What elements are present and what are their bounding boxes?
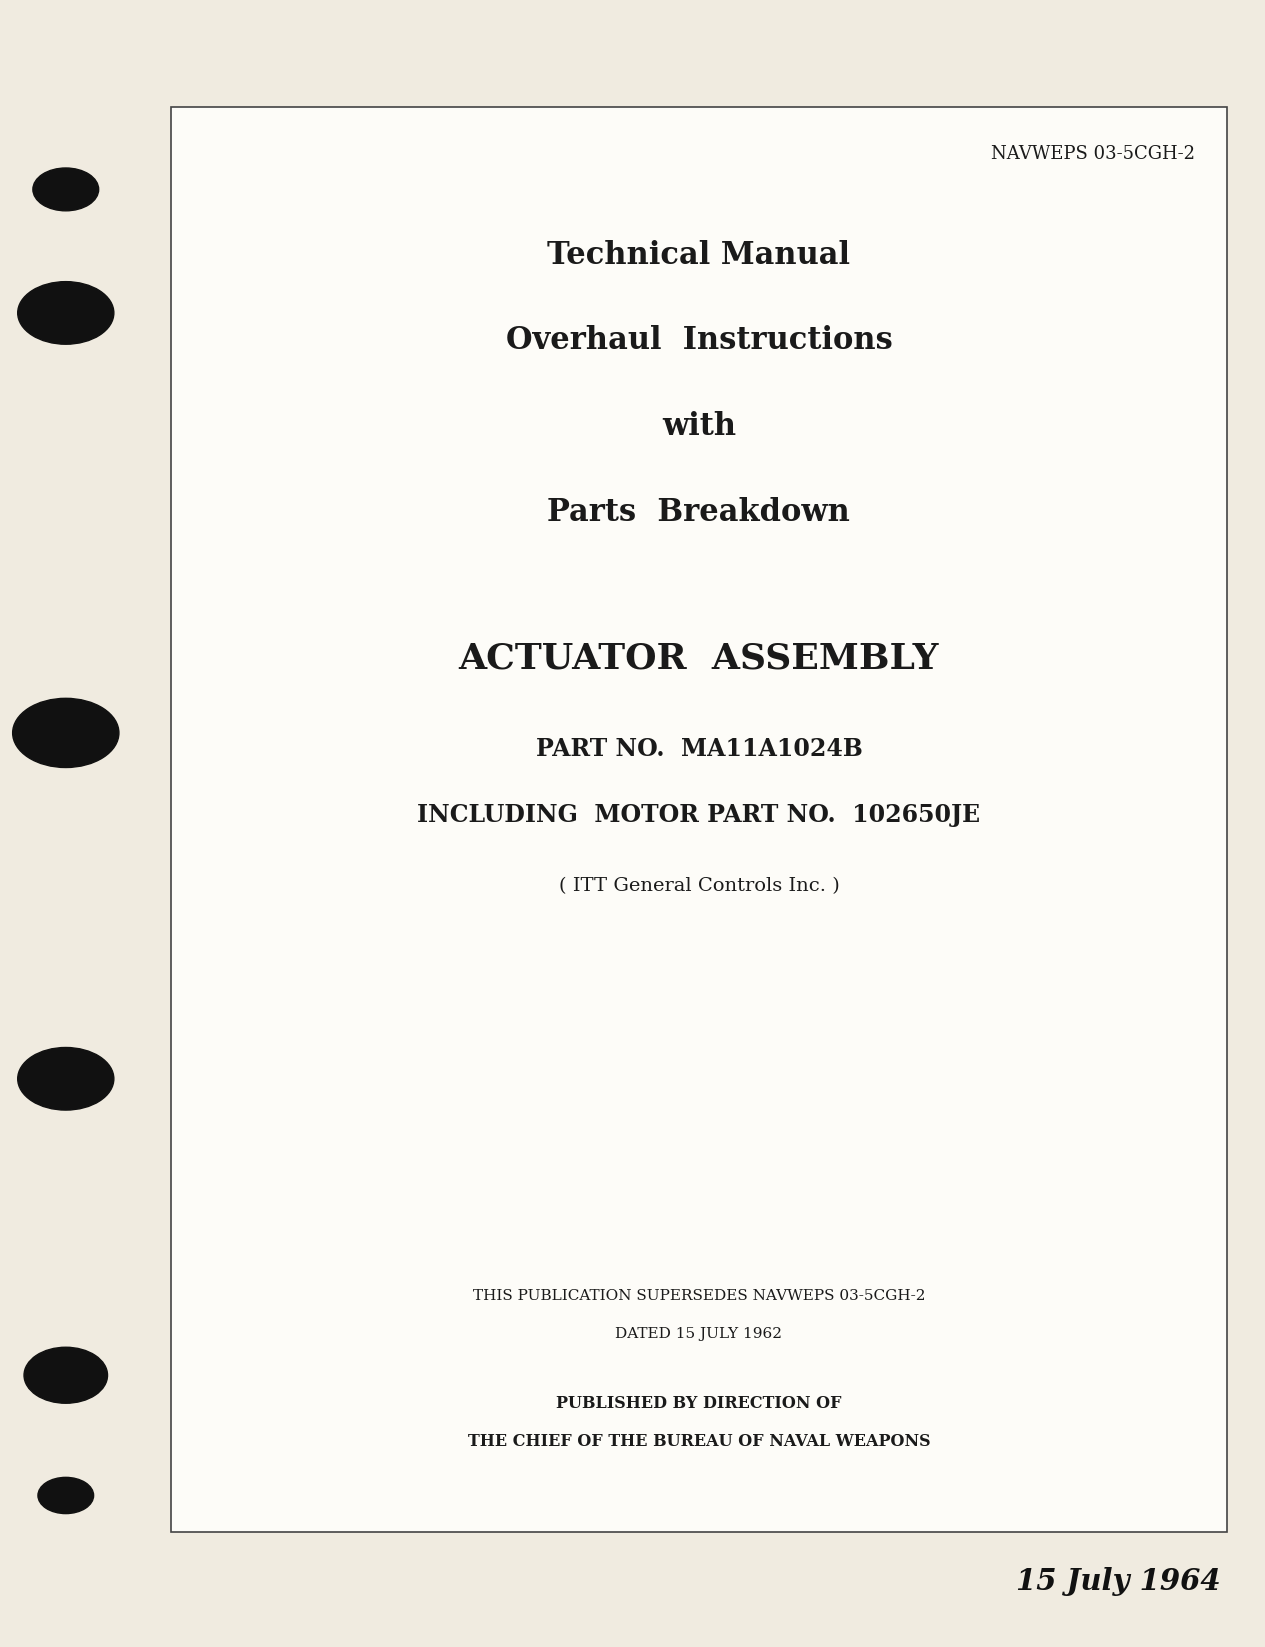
Text: Overhaul  Instructions: Overhaul Instructions — [506, 326, 892, 356]
Text: PUBLISHED BY DIRECTION OF: PUBLISHED BY DIRECTION OF — [557, 1395, 841, 1411]
Text: ( ITT General Controls Inc. ): ( ITT General Controls Inc. ) — [559, 878, 839, 894]
Bar — [171, 107, 1227, 1532]
Text: DATED 15 JULY 1962: DATED 15 JULY 1962 — [615, 1327, 783, 1341]
Text: THIS PUBLICATION SUPERSEDES NAVWEPS 03-5CGH-2: THIS PUBLICATION SUPERSEDES NAVWEPS 03-5… — [473, 1290, 925, 1303]
Text: Parts  Breakdown: Parts Breakdown — [548, 497, 850, 527]
Ellipse shape — [24, 1347, 108, 1403]
Text: 15 July 1964: 15 July 1964 — [1016, 1566, 1221, 1596]
Text: PART NO.  MA11A1024B: PART NO. MA11A1024B — [535, 738, 863, 761]
Text: ACTUATOR  ASSEMBLY: ACTUATOR ASSEMBLY — [459, 642, 939, 675]
Ellipse shape — [33, 168, 99, 211]
Text: with: with — [662, 412, 736, 441]
Ellipse shape — [38, 1477, 94, 1514]
Text: NAVWEPS 03-5CGH-2: NAVWEPS 03-5CGH-2 — [992, 145, 1195, 163]
Ellipse shape — [13, 698, 119, 768]
Ellipse shape — [18, 1047, 114, 1110]
Ellipse shape — [18, 282, 114, 344]
Text: INCLUDING  MOTOR PART NO.  102650JE: INCLUDING MOTOR PART NO. 102650JE — [417, 804, 980, 827]
Text: THE CHIEF OF THE BUREAU OF NAVAL WEAPONS: THE CHIEF OF THE BUREAU OF NAVAL WEAPONS — [468, 1433, 930, 1449]
Text: Technical Manual: Technical Manual — [548, 240, 850, 270]
